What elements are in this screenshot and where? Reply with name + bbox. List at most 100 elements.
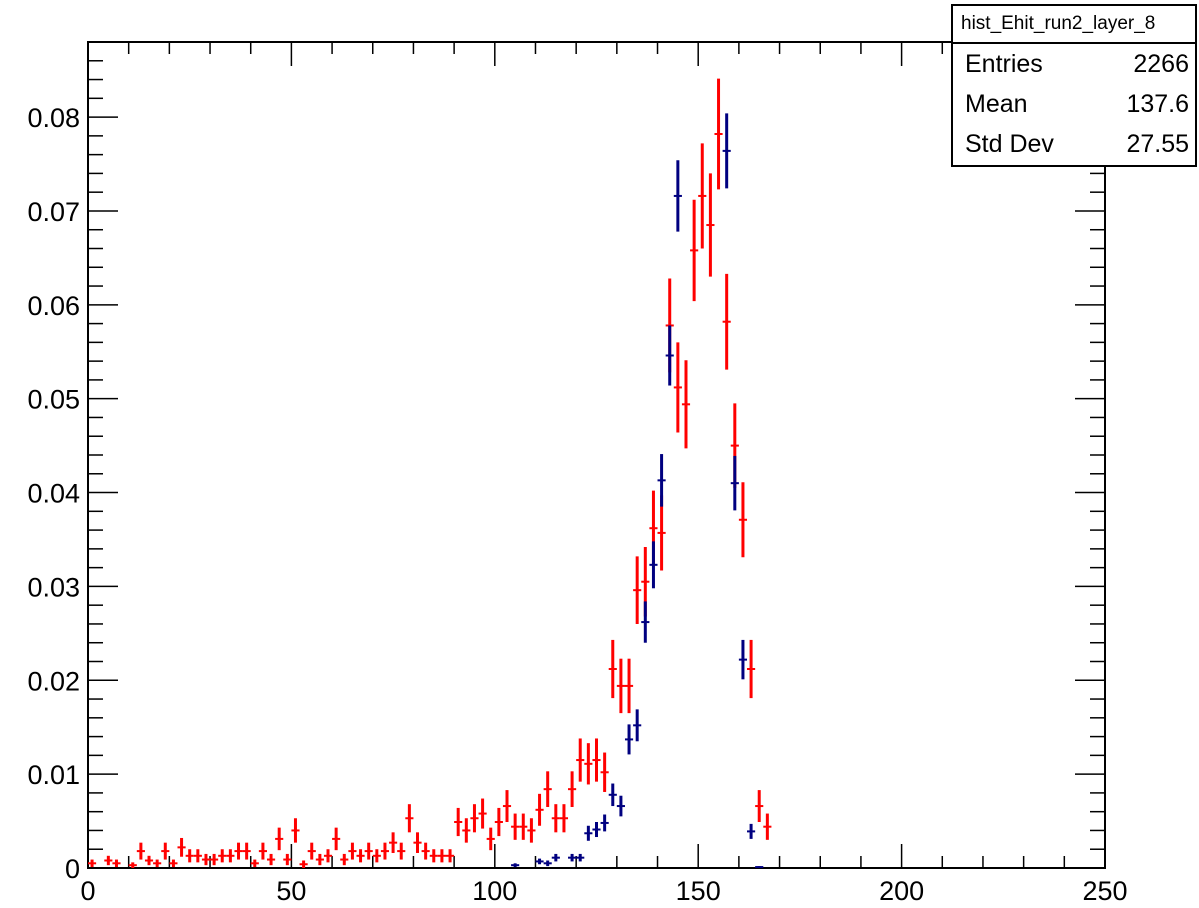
x-tick-label: 150: [676, 876, 721, 906]
data-point: [242, 842, 251, 860]
data-point: [624, 658, 634, 714]
stats-row-stddev: Std Dev 27.55: [953, 124, 1195, 164]
stats-label: Std Dev: [965, 130, 1054, 158]
data-point: [665, 325, 674, 386]
data-point: [535, 858, 544, 865]
data-point: [340, 853, 349, 866]
data-point: [136, 842, 145, 860]
data-point: [250, 859, 259, 868]
data-point: [592, 738, 601, 782]
data-point: [234, 842, 243, 860]
data-point: [275, 827, 284, 851]
data-point: [470, 804, 479, 833]
data-point: [283, 853, 292, 866]
stats-value: 27.55: [1126, 130, 1189, 158]
data-point: [356, 849, 365, 863]
stats-label: Mean: [965, 90, 1028, 118]
data-point: [315, 853, 324, 866]
data-point: [527, 818, 536, 843]
data-point: [421, 842, 430, 860]
data-point: [633, 709, 642, 742]
stats-value: 2266: [1133, 50, 1189, 78]
data-point: [218, 849, 227, 863]
y-tick-label: 0.06: [27, 291, 80, 321]
data-point: [616, 795, 625, 817]
data-point: [559, 804, 569, 833]
data-point: [201, 853, 211, 866]
data-point: [649, 541, 658, 589]
data-point: [568, 771, 577, 807]
data-point: [511, 813, 520, 840]
x-tick-label: 50: [276, 876, 306, 906]
data-point: [226, 849, 235, 863]
data-point: [307, 842, 316, 860]
data-point: [722, 113, 731, 189]
data-point: [519, 813, 528, 840]
data-point: [185, 849, 194, 863]
data-point: [673, 160, 682, 232]
x-tick-label: 100: [472, 876, 517, 906]
x-tick-label: 0: [80, 876, 95, 906]
data-point: [380, 842, 390, 860]
data-point: [584, 825, 593, 841]
data-point: [551, 804, 560, 833]
data-point: [364, 842, 373, 860]
data-point: [730, 455, 739, 511]
data-point: [144, 855, 154, 866]
data-point: [291, 818, 300, 843]
data-point: [738, 639, 748, 680]
data-point: [454, 807, 463, 837]
y-tick-label: 0.04: [27, 479, 80, 509]
data-point: [576, 853, 585, 862]
data-point: [763, 813, 772, 840]
data-point: [698, 143, 707, 249]
data-point: [755, 790, 764, 823]
data-point: [624, 724, 634, 755]
data-point: [673, 342, 682, 433]
data-point: [738, 482, 748, 558]
data-point: [486, 827, 495, 851]
data-point: [161, 842, 170, 860]
data-point: [389, 832, 398, 853]
data-point: [551, 853, 560, 862]
data-point: [348, 842, 357, 860]
y-tick-label: 0.03: [27, 572, 80, 602]
data-point: [576, 738, 585, 782]
data-point: [511, 863, 520, 868]
stats-row-mean: Mean 137.6: [953, 84, 1195, 124]
data-point: [445, 849, 455, 863]
data-point: [429, 849, 438, 863]
y-tick-label: 0.08: [27, 103, 80, 133]
data-point: [747, 639, 756, 699]
data-point: [543, 860, 552, 867]
data-point: [462, 818, 471, 843]
data-point: [177, 837, 186, 857]
data-point: [372, 849, 381, 863]
data-point: [657, 495, 666, 571]
data-point: [299, 860, 308, 868]
data-point: [722, 273, 731, 370]
x-tick-label: 250: [1082, 876, 1127, 906]
stats-title: hist_Ehit_run2_layer_8: [953, 6, 1195, 44]
data-point: [88, 859, 97, 868]
data-point: [681, 360, 691, 449]
data-point: [535, 793, 544, 826]
data-point: [193, 849, 202, 863]
data-point: [332, 827, 341, 851]
data-point: [413, 832, 422, 853]
data-point: [584, 743, 593, 785]
data-point: [128, 862, 137, 868]
data-point: [494, 807, 503, 837]
data-point: [608, 639, 617, 699]
data-point: [568, 853, 577, 862]
data-point: [397, 842, 406, 860]
data-point: [210, 853, 219, 866]
y-tick-label: 0.07: [27, 197, 80, 227]
data-point: [543, 771, 552, 807]
data-point: [608, 783, 617, 807]
stats-label: Entries: [965, 50, 1043, 78]
y-tick-label: 0.01: [27, 760, 80, 790]
stats-value: 137.6: [1126, 90, 1189, 118]
data-point: [747, 823, 756, 839]
